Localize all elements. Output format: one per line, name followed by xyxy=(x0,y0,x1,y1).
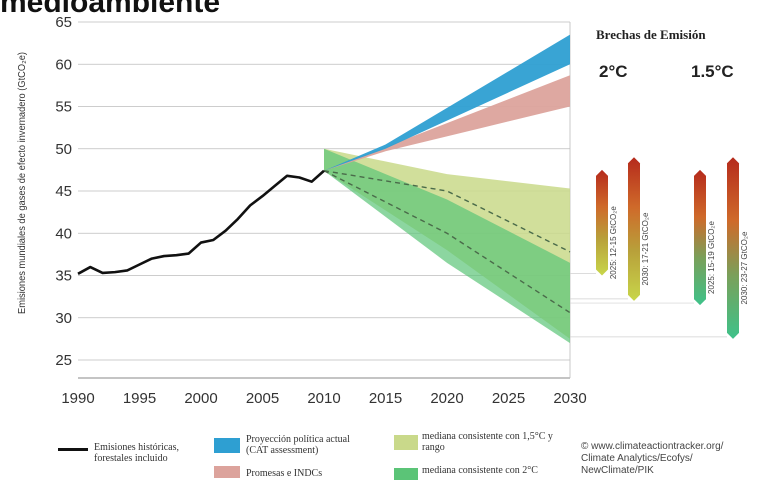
source-credit: © www.climateactiontracker.org/ Climate … xyxy=(581,441,757,477)
x-tick-label: 2030 xyxy=(553,390,586,407)
x-tick-label: 2020 xyxy=(430,390,463,407)
series-lines xyxy=(77,169,571,314)
y-tick-label: 25 xyxy=(55,352,72,369)
legend-pledges: Promesas e INDCs xyxy=(246,468,323,479)
legend-swatch-historical xyxy=(58,448,88,451)
y-tick-label: 45 xyxy=(55,183,72,200)
credit-line: NewClimate/PIK xyxy=(581,465,654,476)
scenario-bands xyxy=(324,34,570,344)
y-tick-label: 55 xyxy=(55,99,72,116)
median-15c-line xyxy=(323,170,571,253)
gaps-title: Brechas de Emisión xyxy=(596,27,706,42)
median-2c-line xyxy=(323,170,571,314)
historical-line xyxy=(77,169,325,275)
gap-bar-label: 2030: 17-21 GtCO₂e xyxy=(641,212,650,285)
y-axis-label: Emisiones mundiales de gases de efecto i… xyxy=(17,52,28,314)
legend-current-policy: Proyección política actual (CAT assessme… xyxy=(246,434,350,456)
x-tick-label: 1990 xyxy=(61,390,94,407)
y-tick-label: 30 xyxy=(55,310,72,327)
gap-bar xyxy=(596,169,608,276)
x-tick-label: 2000 xyxy=(184,390,217,407)
credit-line: Climate Analytics/Ecofys/ xyxy=(581,453,693,464)
legend-historical: Emisiones históricas, forestales incluid… xyxy=(94,442,179,464)
y-tick-label: 40 xyxy=(55,225,72,242)
x-tick-label: 2015 xyxy=(369,390,402,407)
x-tick-label: 1995 xyxy=(123,390,156,407)
gap-bar-label: 2025: 15-19 GtCO₂e xyxy=(707,220,716,293)
legend-swatch-pledges xyxy=(214,466,240,478)
gap-bar xyxy=(628,157,640,301)
y-tick-label: 60 xyxy=(55,56,72,73)
y-tick-label: 35 xyxy=(55,268,72,285)
page-title-fragment: medioambiente xyxy=(0,0,221,19)
legend-swatch-median-15 xyxy=(394,435,418,450)
legend-median-15: mediana consistente con 1,5°C y rango xyxy=(422,431,553,453)
x-tick-label: 2010 xyxy=(307,390,340,407)
gap-bar xyxy=(694,169,706,306)
gap-bar xyxy=(727,157,739,339)
gaps-header-2c: 2°C xyxy=(599,62,628,81)
x-tick-label: 2005 xyxy=(246,390,279,407)
axis-ticks: 25 30 35 40 45 50 55 60 65 1990 1995 2000 2005 2010 20… xyxy=(55,14,586,407)
band-2c xyxy=(324,148,570,344)
emission-gap-bars: 2025: 12-15 GtCO₂e 2030: 17-21 GtCO₂e 2025… xyxy=(570,157,749,339)
credit-line: © www.climateactiontracker.org/ xyxy=(581,441,724,452)
legend-swatch-current-policy xyxy=(214,438,240,453)
gaps-header-15c: 1.5°C xyxy=(691,62,734,81)
y-tick-label: 50 xyxy=(55,141,72,158)
gap-bar-label: 2030: 23-27 GtCO₂e xyxy=(740,231,749,304)
gap-bar-label: 2025: 12-15 GtCO₂e xyxy=(609,206,618,279)
legend-median-2: mediana consistente con 2°C xyxy=(422,465,538,476)
y-tick-label: 65 xyxy=(55,14,72,31)
x-tick-label: 2025 xyxy=(492,390,525,407)
legend-swatch-median-2 xyxy=(394,468,418,480)
